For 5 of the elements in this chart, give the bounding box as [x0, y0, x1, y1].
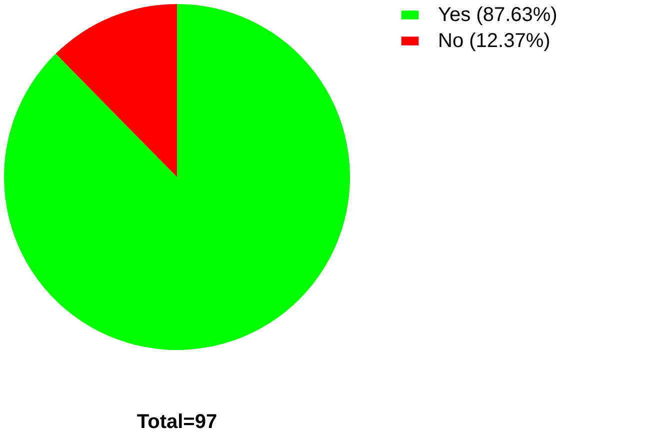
pie-slice: [56, 4, 177, 177]
pie-slice: [4, 4, 350, 350]
legend-label: Yes (87.63%): [438, 4, 558, 26]
legend-label: No (12.37%): [438, 30, 550, 52]
text: Total=97: [136, 411, 218, 433]
